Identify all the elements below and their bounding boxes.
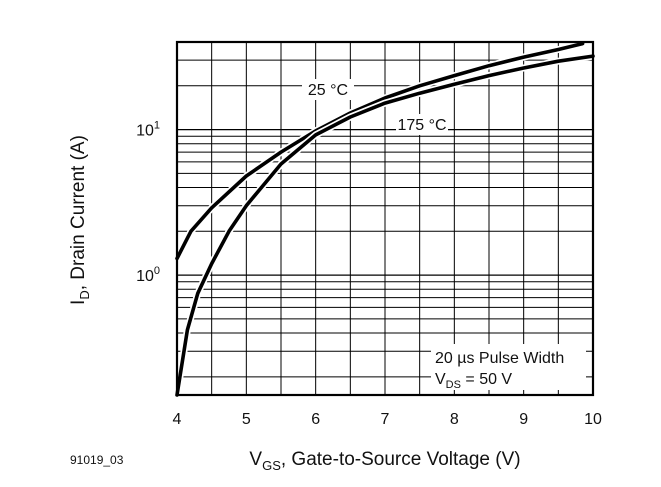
annotation-bg — [431, 344, 586, 390]
x-axis-title: VGS, Gate-to-Source Voltage (V) — [249, 449, 520, 473]
y-axis-title: ID, Drain Current (A) — [68, 135, 92, 305]
series-label: 25 °C — [308, 82, 348, 99]
x-tick-label: 9 — [519, 411, 528, 428]
x-tick-label: 7 — [381, 411, 390, 428]
series-halo — [173, 40, 584, 261]
series-line-25c — [175, 41, 585, 261]
series-line-175c — [175, 54, 595, 397]
y-tick-label: 100 — [136, 265, 160, 285]
x-tick-label: 10 — [584, 411, 602, 428]
series-label: 175 °C — [397, 117, 446, 134]
annotation-line: VDS = 50 V — [435, 371, 512, 391]
figure-id: 91019_03 — [70, 453, 124, 467]
plot-frame — [175, 40, 595, 397]
series-label-bg — [396, 114, 448, 135]
x-tick-label: 8 — [450, 411, 459, 428]
x-tick-label: 6 — [311, 411, 320, 428]
annotation-line: 20 µs Pulse Width — [435, 350, 564, 367]
x-tick-label: 4 — [173, 411, 182, 428]
y-tick-label: 101 — [136, 120, 160, 140]
series-label-bg — [302, 79, 354, 100]
x-tick-label: 5 — [242, 411, 251, 428]
